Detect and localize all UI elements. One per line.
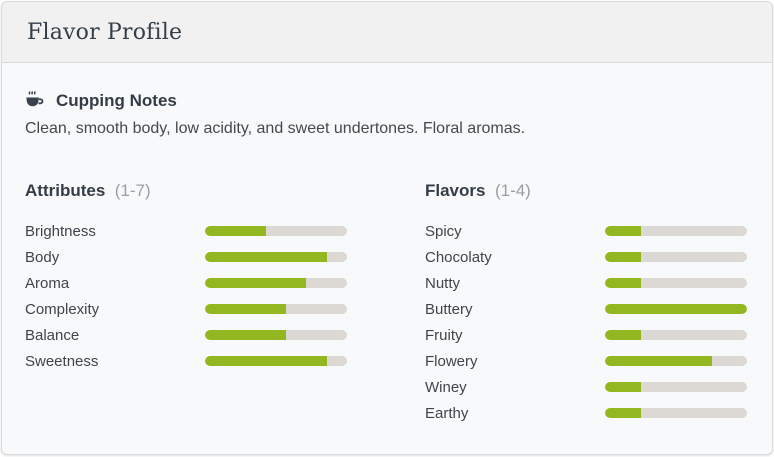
cupping-notes-title: Cupping Notes xyxy=(56,90,177,110)
meter-label: Sweetness xyxy=(25,352,99,370)
attributes-section: Attributes (1-7) Brightness Body Aroma Comp… xyxy=(25,181,347,426)
meter-row: Flowery xyxy=(425,348,747,374)
meter-label: Earthy xyxy=(425,404,469,422)
meter-track xyxy=(605,356,747,366)
meter-label: Balance xyxy=(25,326,80,344)
meter-label: Body xyxy=(25,248,60,266)
meter-row: Earthy xyxy=(425,400,747,426)
meter-fill xyxy=(205,330,287,340)
card-body: Cupping Notes Clean, smooth body, low ac… xyxy=(2,63,772,426)
meter-row: Buttery xyxy=(425,296,747,322)
meter-track xyxy=(605,278,747,288)
meter-track xyxy=(205,226,347,236)
meter-row: Spicy xyxy=(425,218,747,244)
meter-track xyxy=(205,278,347,288)
meter-track xyxy=(605,304,747,314)
cupping-notes-header: Cupping Notes xyxy=(25,90,747,111)
meter-track xyxy=(605,408,747,418)
meter-fill xyxy=(205,278,307,288)
meter-fill xyxy=(205,356,327,366)
attributes-scale-label: (1-7) xyxy=(114,181,151,200)
meter-fill xyxy=(605,252,641,262)
flavors-section: Flavors (1-4) Spicy Chocolaty Nutty Buttery… xyxy=(425,181,747,426)
meter-track xyxy=(205,330,347,340)
flavors-section-header: Flavors (1-4) xyxy=(425,181,747,201)
meter-track xyxy=(605,252,747,262)
meter-label: Nutty xyxy=(425,274,461,292)
meter-track xyxy=(205,356,347,366)
meter-fill xyxy=(605,356,712,366)
meter-row: Fruity xyxy=(425,322,747,348)
meter-label: Winey xyxy=(425,378,467,396)
meter-row: Balance xyxy=(25,322,347,348)
attributes-title: Attributes xyxy=(25,181,106,200)
meter-row: Aroma xyxy=(25,270,347,296)
meter-fill xyxy=(605,408,641,418)
meter-label: Brightness xyxy=(25,222,96,240)
meter-track xyxy=(605,382,747,392)
flavors-title: Flavors xyxy=(425,181,486,200)
meter-row: Complexity xyxy=(25,296,347,322)
meter-fill xyxy=(605,382,641,392)
meter-fill xyxy=(205,252,327,262)
meter-fill xyxy=(205,226,266,236)
flavors-scale-label: (1-4) xyxy=(494,181,531,200)
meter-fill xyxy=(605,304,747,314)
meter-label: Flowery xyxy=(425,352,478,370)
meter-fill xyxy=(605,330,641,340)
meter-row: Nutty xyxy=(425,270,747,296)
profile-columns: Attributes (1-7) Brightness Body Aroma Comp… xyxy=(25,181,747,426)
attributes-section-header: Attributes (1-7) xyxy=(25,181,347,201)
meter-track xyxy=(605,226,747,236)
meter-label: Complexity xyxy=(25,300,100,318)
meter-label: Chocolaty xyxy=(425,248,492,266)
meter-row: Chocolaty xyxy=(425,244,747,270)
meter-label: Aroma xyxy=(25,274,70,292)
meter-track xyxy=(205,304,347,314)
meter-label: Buttery xyxy=(425,300,473,318)
meter-row: Brightness xyxy=(25,218,347,244)
meter-row: Sweetness xyxy=(25,348,347,374)
card-header: Flavor Profile xyxy=(2,2,772,63)
meter-fill xyxy=(205,304,287,314)
meter-fill xyxy=(605,226,641,236)
cupping-notes-description: Clean, smooth body, low acidity, and swe… xyxy=(25,120,526,137)
meter-row: Body xyxy=(25,244,347,270)
meter-track xyxy=(605,330,747,340)
meter-row: Winey xyxy=(425,374,747,400)
page-title: Flavor Profile xyxy=(27,19,183,45)
attributes-rows: Brightness Body Aroma Complexity Balance Swee… xyxy=(25,218,347,374)
meter-track xyxy=(205,252,347,262)
flavors-rows: Spicy Chocolaty Nutty Buttery Fruity Flowery W… xyxy=(425,218,747,426)
meter-label: Spicy xyxy=(425,222,462,240)
meter-fill xyxy=(605,278,641,288)
meter-label: Fruity xyxy=(425,326,463,344)
coffee-cup-icon xyxy=(25,90,46,111)
